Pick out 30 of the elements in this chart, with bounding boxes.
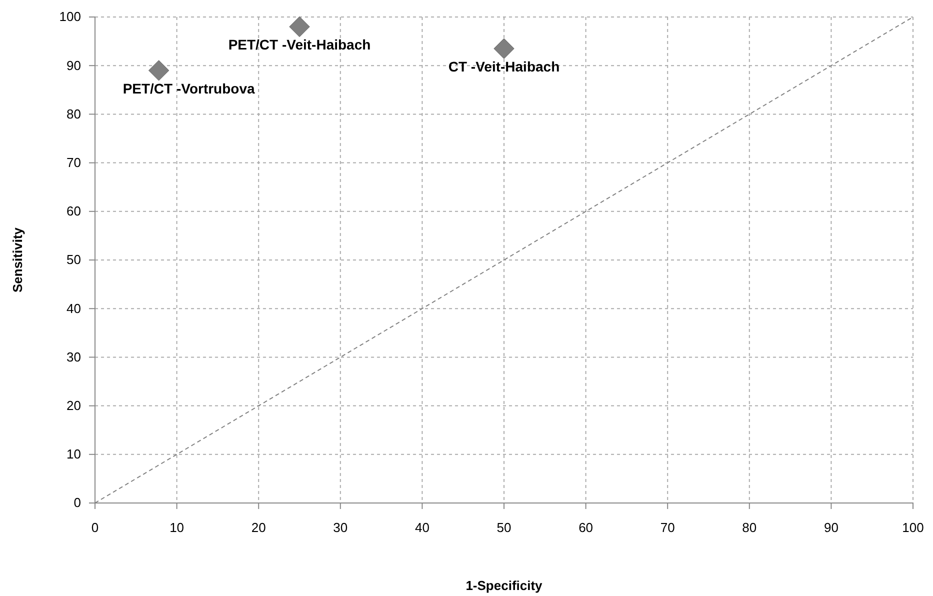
- y-tick-label: 0: [74, 495, 81, 510]
- x-tick-label: 60: [578, 520, 594, 536]
- x-axis-title: 1-Specificity: [466, 578, 544, 593]
- x-tick-label: 80: [742, 520, 757, 536]
- y-tick-label: 40: [66, 300, 81, 316]
- x-tick-label: 20: [251, 520, 266, 536]
- y-axis-title: Sensitivity: [10, 226, 25, 293]
- annotation: PET/CT -Veit-Haibach: [228, 36, 371, 53]
- point: [494, 38, 514, 59]
- point: [289, 16, 310, 38]
- y-tick-label: 50: [66, 252, 81, 268]
- x-tick-label: 10: [170, 520, 184, 536]
- y-tick-label: 80: [66, 106, 81, 122]
- y-tick-label: 10: [66, 446, 81, 462]
- x-tick-label: 90: [824, 520, 838, 536]
- y-tick-label: 20: [66, 398, 81, 413]
- x-tick-label: 70: [660, 520, 675, 536]
- annotation: PET/CT -Vortrubova: [122, 80, 255, 96]
- y-tick-label: 70: [66, 154, 81, 170]
- y-tick-label: 60: [66, 204, 81, 219]
- x-tick-label: 100: [902, 520, 924, 536]
- x-tick-label: 0: [91, 520, 99, 536]
- y-tick-label: 90: [66, 58, 81, 73]
- x-tick-label: 40: [414, 520, 430, 536]
- point: [148, 60, 170, 81]
- x-tick-label: 50: [496, 520, 512, 536]
- y-tick-label: 100: [59, 9, 81, 24]
- annotation: CT -Veit-Haibach: [448, 58, 560, 75]
- y-tick-label: 30: [66, 349, 81, 364]
- x-tick-label: 30: [333, 520, 348, 536]
